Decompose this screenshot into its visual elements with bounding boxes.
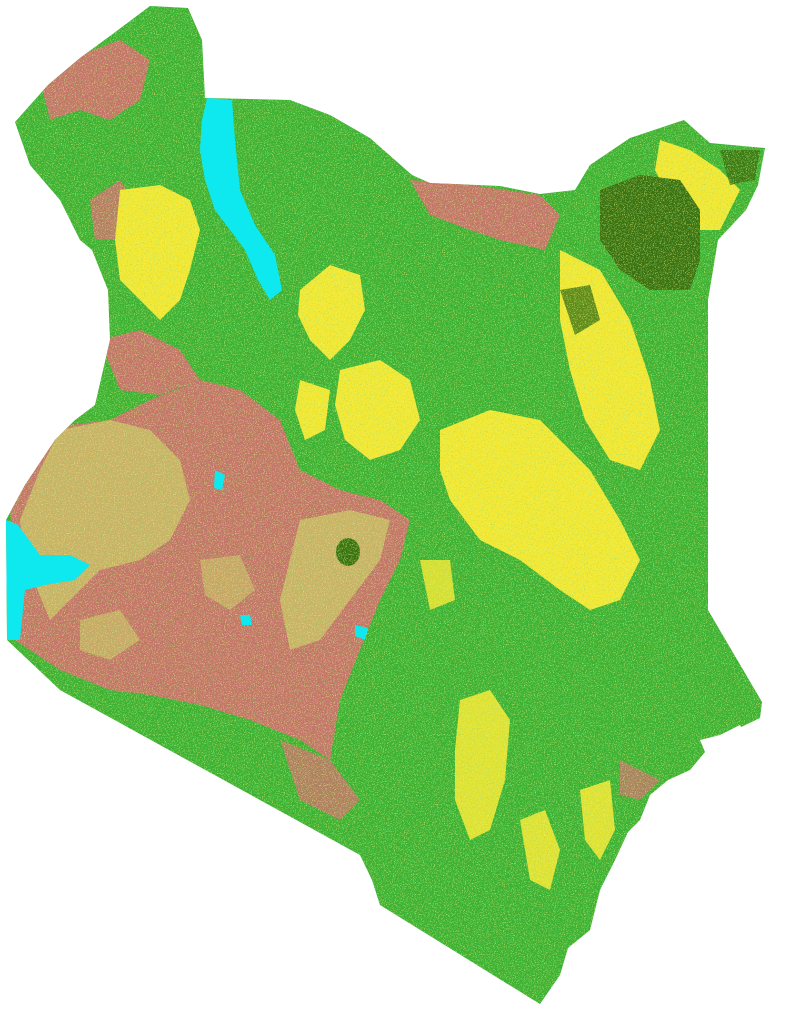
class-water	[355, 625, 368, 640]
class-water	[6, 520, 90, 640]
class-water	[200, 98, 282, 300]
class-water	[240, 615, 252, 625]
class-water	[214, 470, 225, 490]
coastline-fringe	[700, 725, 745, 752]
